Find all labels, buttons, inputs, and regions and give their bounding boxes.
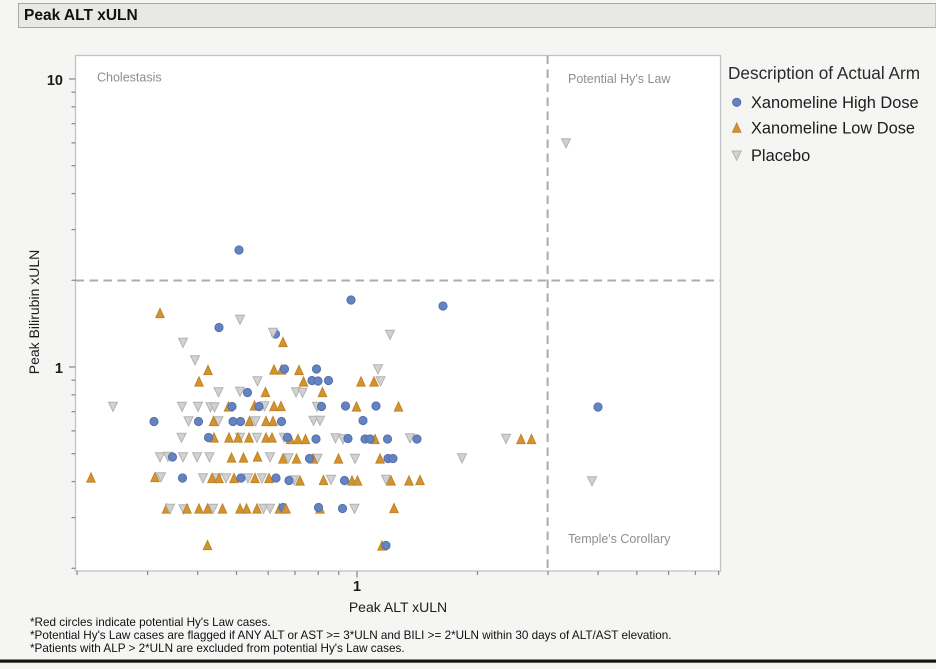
svg-text:Cholestasis: Cholestasis	[97, 71, 162, 85]
svg-text:Peak ALT xULN: Peak ALT xULN	[349, 599, 447, 615]
svg-text:Xanomeline Low Dose: Xanomeline Low Dose	[751, 120, 915, 138]
svg-text:Peak Bilirubin xULN: Peak Bilirubin xULN	[26, 250, 42, 375]
svg-text:1: 1	[353, 579, 361, 595]
svg-text:Temple's Corollary: Temple's Corollary	[568, 532, 671, 546]
svg-text:Description of Actual Arm: Description of Actual Arm	[728, 63, 920, 83]
svg-text:Potential Hy's Law: Potential Hy's Law	[568, 72, 671, 86]
svg-text:1: 1	[55, 361, 63, 377]
svg-text:10: 10	[47, 73, 63, 89]
svg-text:Peak ALT xULN: Peak ALT xULN	[24, 7, 138, 24]
svg-text:*Patients with ALP > 2*ULN are: *Patients with ALP > 2*ULN are excluded …	[30, 642, 405, 655]
svg-text:Xanomeline High Dose: Xanomeline High Dose	[751, 94, 919, 112]
svg-text:*Potential Hy's Law cases are: *Potential Hy's Law cases are flagged if…	[30, 629, 672, 642]
svg-text:Placebo: Placebo	[751, 147, 810, 165]
svg-text:*Red circles indicate potentia: *Red circles indicate potential Hy's Law…	[30, 616, 271, 629]
